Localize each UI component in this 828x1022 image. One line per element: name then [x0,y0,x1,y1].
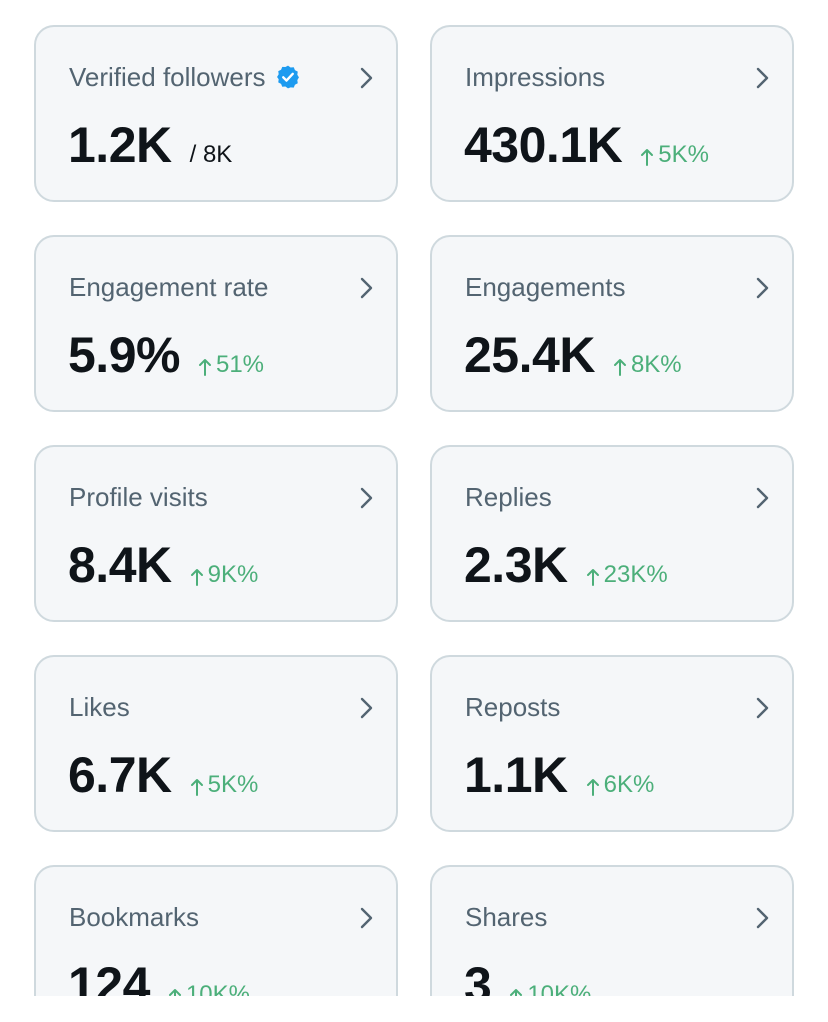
metric-card-impressions[interactable]: Impressions 430.1K 5K% [430,25,794,202]
metric-change: 51% [198,351,264,379]
metric-card-title: Bookmarks [69,901,199,933]
metric-change: 5K% [190,771,259,799]
metric-card-title: Impressions [465,61,605,93]
metric-card-title: Reposts [465,691,560,723]
metric-card-title: Likes [69,691,130,723]
chevron-right-icon[interactable] [358,485,376,511]
metric-title-label: Impressions [465,62,606,92]
arrow-up-icon [510,989,523,996]
metric-value: 1.2K [68,117,172,173]
metric-title-label: Verified followers [69,62,266,92]
verified-badge-icon [275,64,301,90]
metric-change: 8K% [613,351,682,379]
metric-change: 10K% [168,981,250,996]
metric-value: 6.7K [68,747,172,803]
arrow-up-icon [190,779,203,796]
metric-change-value: 23K% [603,561,668,588]
metric-value: 5.9% [68,327,180,383]
metric-card-title: Replies [465,481,552,513]
chevron-right-icon[interactable] [358,65,376,91]
metric-card-title: Verified followers [69,61,301,93]
chevron-right-icon[interactable] [754,485,772,511]
metric-card-reposts[interactable]: Reposts 1.1K 6K% [430,655,794,832]
metric-value-row: 6.7K 5K% [68,745,258,805]
metric-value: 1.1K [464,747,568,803]
metric-value: 430.1K [464,117,623,173]
metric-value-row: 2.3K 23K% [464,535,668,595]
metric-change: 23K% [586,561,668,589]
metric-card-verified-followers[interactable]: Verified followers 1.2K / 8K [34,25,398,202]
chevron-right-icon[interactable] [754,65,772,91]
metric-title-label: Likes [69,692,130,722]
metric-card-engagements[interactable]: Engagements 25.4K 8K% [430,235,794,412]
metrics-grid: Verified followers 1.2K / 8K Impressions [34,25,794,996]
metric-card-title: Engagements [465,271,625,303]
metric-value-row: 8.4K 9K% [68,535,258,595]
analytics-metrics-viewport[interactable]: Verified followers 1.2K / 8K Impressions [0,0,828,996]
metric-total: / 8K [189,141,233,168]
metric-title-label: Replies [465,482,552,512]
metric-change: 9K% [190,561,259,589]
metric-title-label: Reposts [465,692,561,722]
arrow-up-icon [168,989,181,996]
metric-value: 124 [68,957,150,996]
metric-title-label: Engagement rate [69,272,269,302]
metric-title-label: Profile visits [69,482,208,512]
metric-change: 6K% [586,771,655,799]
metric-change-value: 8K% [630,351,682,378]
metric-value: 2.3K [464,537,568,593]
metric-card-bookmarks[interactable]: Bookmarks 124 10K% [34,865,398,996]
metric-value-row: 25.4K 8K% [464,325,682,385]
metric-card-replies[interactable]: Replies 2.3K 23K% [430,445,794,622]
arrow-up-icon [586,779,599,796]
metric-value-row: 1.2K / 8K [68,115,232,175]
chevron-right-icon[interactable] [754,275,772,301]
metric-value: 25.4K [464,327,595,383]
metric-card-likes[interactable]: Likes 6.7K 5K% [34,655,398,832]
arrow-up-icon [613,359,626,376]
metric-value-row: 5.9% 51% [68,325,264,385]
metric-change-value: 51% [215,351,265,378]
metric-card-title: Shares [465,901,547,933]
metric-value-row: 3 10K% [464,955,591,996]
metric-change: 5K% [640,141,709,169]
metric-change-value: 10K% [185,981,250,996]
metric-card-engagement-rate[interactable]: Engagement rate 5.9% 51% [34,235,398,412]
metric-value-row: 1.1K 6K% [464,745,654,805]
metric-title-label: Shares [465,902,548,932]
chevron-right-icon[interactable] [358,695,376,721]
metric-card-title: Engagement rate [69,271,268,303]
metric-card-shares[interactable]: Shares 3 10K% [430,865,794,996]
arrow-up-icon [641,149,654,166]
metric-change-value: 5K% [658,141,709,168]
arrow-up-icon [586,569,599,586]
metric-title-label: Bookmarks [69,902,200,932]
chevron-right-icon[interactable] [358,275,376,301]
metric-change-value: 6K% [603,771,655,798]
chevron-right-icon[interactable] [358,905,376,931]
metric-card-title: Profile visits [69,481,208,513]
metric-change-value: 5K% [207,771,259,798]
metric-value: 8.4K [68,537,172,593]
metric-title-label: Engagements [465,272,626,302]
metric-value-row: 124 10K% [68,955,250,996]
arrow-up-icon [198,359,211,376]
chevron-right-icon[interactable] [754,695,772,721]
arrow-up-icon [190,569,203,586]
metric-value-row: 430.1K 5K% [464,115,709,175]
metric-value: 3 [464,957,492,996]
metric-card-profile-visits[interactable]: Profile visits 8.4K 9K% [34,445,398,622]
metric-change: 10K% [509,981,591,996]
chevron-right-icon[interactable] [754,905,772,931]
metric-change-value: 9K% [207,561,259,588]
metric-change-value: 10K% [527,981,592,996]
